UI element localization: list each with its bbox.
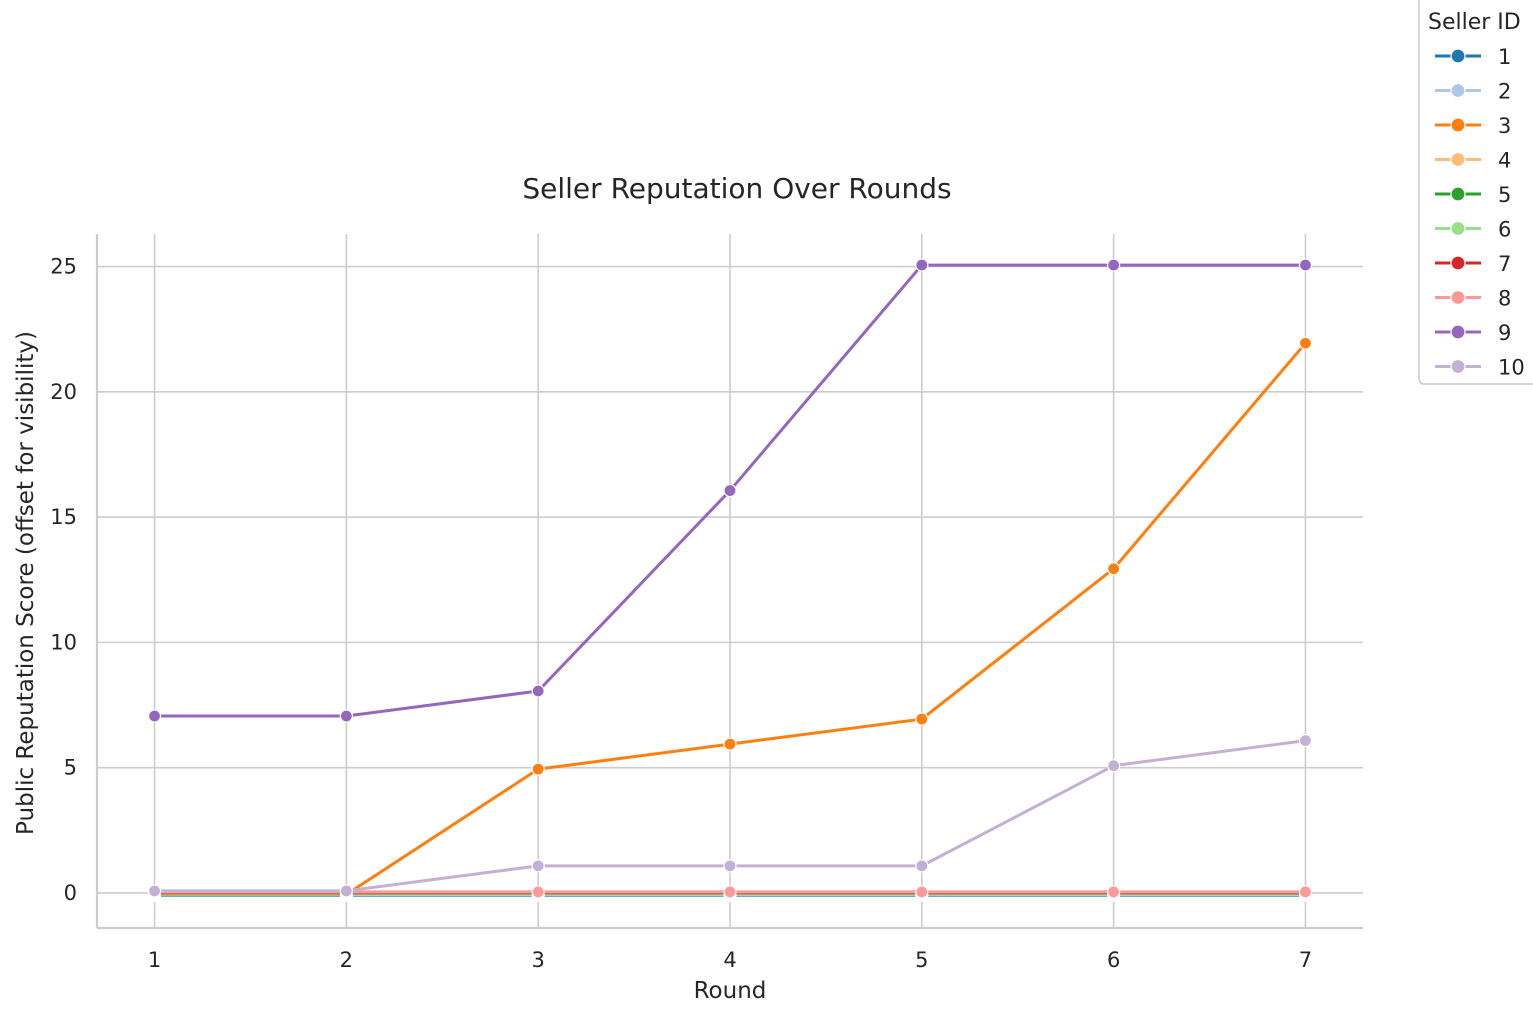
- data-point: [723, 483, 737, 498]
- data-point: [1298, 733, 1313, 748]
- legend-entry: 4: [1435, 149, 1511, 173]
- legend-marker: [1450, 255, 1466, 271]
- y-tick-label: 5: [64, 756, 77, 780]
- legend-marker: [1450, 358, 1466, 375]
- legend-marker: [1450, 186, 1466, 202]
- data-point: [531, 684, 545, 698]
- legend-label: 9: [1498, 321, 1511, 345]
- x-tick-label: 2: [340, 948, 353, 972]
- legend-label: 6: [1498, 218, 1511, 242]
- legend-label: 4: [1498, 149, 1511, 173]
- y-tick-labels: 0 5 10 15 20 25: [50, 255, 77, 905]
- legend-label: 8: [1498, 287, 1511, 311]
- data-point: [1298, 885, 1313, 899]
- legend-label: 3: [1498, 114, 1511, 138]
- data-point: [531, 762, 545, 776]
- legend-entry: 8: [1435, 287, 1511, 311]
- data-point: [1107, 562, 1121, 576]
- legend-title: Seller ID: [1428, 10, 1521, 35]
- y-axis-title: Public Reputation Score (offset for visi…: [13, 331, 39, 835]
- chart-title: Seller Reputation Over Rounds: [522, 172, 951, 205]
- legend-marker: [1450, 82, 1466, 99]
- x-tick-label: 1: [148, 948, 161, 972]
- data-point: [723, 859, 737, 873]
- x-tick-labels: 1 2 3 4 5 6 7: [148, 948, 1312, 972]
- legend-entry: 6: [1435, 218, 1511, 242]
- data-point: [531, 859, 545, 873]
- data-point: [1107, 258, 1121, 272]
- data-point: [915, 712, 929, 726]
- x-tick-label: 6: [1107, 948, 1120, 972]
- legend-entry: 5: [1435, 183, 1511, 207]
- legend-entry: 2: [1435, 80, 1511, 104]
- legend-entry: 9: [1435, 321, 1511, 345]
- legend-label: 10: [1498, 356, 1525, 380]
- legend-entry: 10: [1435, 356, 1525, 380]
- series-10: [147, 733, 1313, 898]
- x-tick-label: 7: [1299, 948, 1312, 972]
- legend-label: 2: [1498, 80, 1511, 104]
- y-tick-label: 10: [50, 630, 77, 654]
- data-point: [1107, 759, 1121, 773]
- legend-marker: [1450, 151, 1466, 168]
- legend-marker: [1450, 48, 1466, 64]
- legend-marker: [1450, 220, 1466, 237]
- legend-frame: [1418, 0, 1533, 385]
- legend-entries: 1 2 3 4 5 6 7 8 9 10: [1435, 45, 1525, 380]
- data-point: [147, 709, 162, 723]
- data-point: [915, 885, 929, 899]
- x-tick-label: 5: [915, 948, 928, 972]
- legend-entry: 1: [1435, 45, 1511, 69]
- grid: [97, 234, 1363, 928]
- legend-marker: [1450, 117, 1466, 133]
- data-point: [1298, 258, 1313, 272]
- data-point: [915, 258, 929, 272]
- axes-spines: [95, 234, 1363, 930]
- data-point: [1298, 336, 1313, 350]
- x-axis-title: Round: [694, 978, 767, 1004]
- data-point: [915, 859, 929, 873]
- legend-entry: 3: [1435, 114, 1511, 138]
- y-tick-label: 0: [64, 881, 77, 905]
- data-point: [339, 709, 353, 723]
- series-9: [147, 258, 1313, 723]
- legend-label: 5: [1498, 183, 1511, 207]
- legend-label: 7: [1498, 252, 1511, 276]
- legend-label: 1: [1498, 45, 1511, 69]
- data-point: [723, 885, 737, 899]
- legend-entry: 7: [1435, 252, 1511, 276]
- legend-marker: [1450, 289, 1466, 306]
- data-point: [147, 884, 162, 898]
- legend-marker: [1450, 324, 1466, 340]
- data-point: [339, 884, 353, 898]
- y-tick-label: 15: [50, 505, 77, 529]
- x-tick-label: 3: [531, 948, 544, 972]
- y-tick-label: 25: [50, 255, 77, 279]
- data-point: [723, 737, 737, 751]
- x-tick-label: 4: [723, 948, 736, 972]
- data-point: [531, 885, 545, 899]
- legend: Seller ID 1 2 3 4 5 6 7 8 9 10: [1418, 0, 1533, 385]
- series-lines: [147, 258, 1313, 903]
- y-tick-label: 20: [50, 380, 77, 404]
- data-point: [1107, 885, 1121, 899]
